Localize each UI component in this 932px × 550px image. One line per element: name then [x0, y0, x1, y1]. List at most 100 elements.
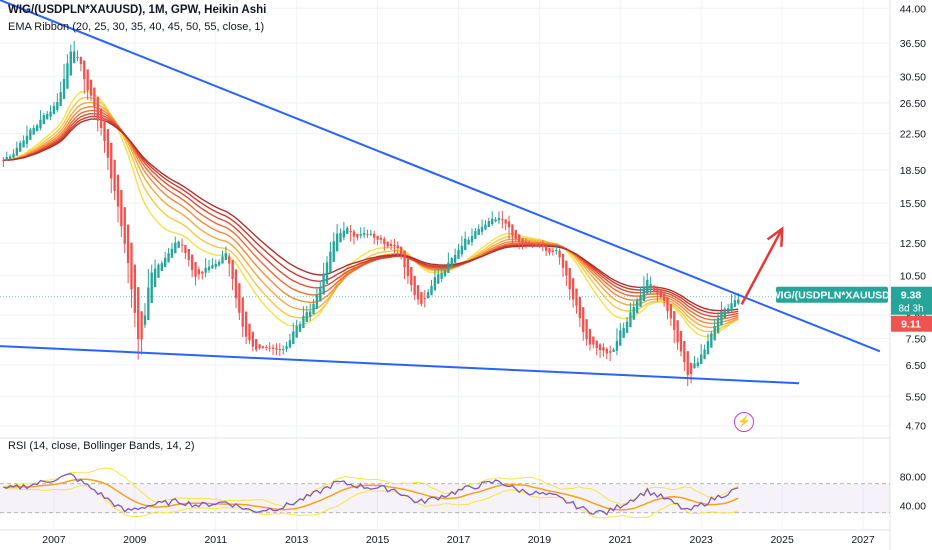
candle-body — [322, 273, 325, 295]
candle-body — [251, 331, 255, 347]
candle-body — [413, 275, 416, 295]
candle-body — [282, 349, 285, 351]
candle-body — [733, 300, 737, 308]
time-tick-label: 2021 — [609, 534, 633, 546]
candle-body — [639, 295, 642, 307]
time-axis[interactable]: 2007 2009 2011 2013 2015 2017 2019 2021 2023 2025… — [42, 534, 875, 546]
candle-body — [177, 241, 180, 248]
candle-body — [693, 363, 696, 369]
candle-body — [5, 157, 8, 161]
candle-body — [15, 147, 19, 156]
candle-body — [19, 143, 22, 152]
price-axis[interactable]: 44.00 36.50 30.50 26.50 22.50 18.50 15.50 12.50… — [900, 3, 926, 512]
candle-body — [39, 119, 42, 129]
projection-arrow-head — [766, 226, 784, 247]
candle-body — [443, 270, 447, 276]
price-tick-label: 7.50 — [906, 333, 927, 345]
symbol-badge — [776, 286, 888, 303]
candle-body — [150, 272, 153, 304]
candle-body — [288, 340, 292, 348]
time-tick-label: 2025 — [770, 534, 794, 546]
candle-body — [305, 312, 308, 322]
candle-body — [521, 238, 524, 245]
candle-body — [602, 347, 605, 351]
candle-body — [308, 311, 312, 317]
candle-body — [184, 245, 187, 253]
price-tick-label: 44.00 — [900, 3, 926, 15]
candle-body — [433, 277, 437, 291]
candle-body — [511, 224, 514, 236]
candle-body — [676, 320, 679, 343]
trendlines[interactable] — [0, 0, 881, 385]
candle-body — [629, 312, 632, 328]
candle-body — [625, 321, 629, 333]
chart-title[interactable]: WIG/(USDPLN*XAUUSD), 1M, GPW, Heikin Ash… — [8, 4, 267, 16]
price-tick-label: 10.50 — [900, 271, 926, 283]
candle-body — [595, 340, 598, 349]
candle-body — [504, 219, 507, 224]
candle-body — [170, 248, 174, 258]
candle-body — [605, 348, 608, 354]
ema-ribbon — [3, 90, 739, 338]
candles — [2, 40, 740, 387]
candle-body — [450, 258, 453, 268]
candle-body — [258, 344, 261, 349]
candle-body — [366, 233, 369, 235]
candle-body — [700, 354, 703, 365]
candle-body — [52, 105, 56, 115]
candle-body — [160, 263, 163, 272]
candle-body — [558, 250, 561, 258]
candle-body — [302, 316, 305, 328]
candle-body — [147, 287, 150, 321]
rsi-ma-line — [3, 478, 739, 511]
candle-body — [130, 242, 133, 290]
candle-body — [59, 92, 62, 106]
candle-body — [568, 268, 571, 290]
candle-body — [683, 340, 686, 363]
candle-body — [329, 251, 332, 273]
candle-body — [578, 296, 582, 319]
candle-body — [278, 348, 281, 350]
candle-body — [514, 229, 517, 239]
candle-body — [120, 189, 123, 227]
countdown-text: 8d 3h — [898, 304, 923, 315]
candle-body — [62, 79, 66, 99]
candle-body — [426, 292, 430, 299]
candle-body — [275, 348, 278, 350]
candle-body — [346, 227, 349, 235]
candle-body — [457, 249, 460, 259]
candle-body — [241, 297, 244, 327]
candle-body — [710, 333, 713, 348]
candle-body — [359, 233, 362, 236]
ema-20-line — [3, 90, 739, 338]
candle-body — [224, 253, 228, 260]
candle-body — [285, 346, 288, 350]
candle-body — [410, 267, 413, 286]
ema-55-line — [3, 118, 739, 312]
candle-body — [164, 257, 167, 268]
rsi-tick-label: 40.00 — [900, 501, 926, 513]
candle-body — [25, 135, 29, 144]
price-tick-label: 6.50 — [906, 360, 927, 372]
candle-body — [393, 244, 396, 247]
rsi-line — [3, 473, 739, 516]
price-badges: WIG/(USDPLN*XAUUSD) 9.38 8d 3h 9.11 — [771, 286, 932, 332]
candle-body — [339, 232, 342, 243]
candle-body — [615, 340, 619, 351]
candle-body — [561, 253, 565, 268]
lightning-icon[interactable]: ⚡ — [734, 412, 754, 432]
rsi-legend[interactable]: RSI (14, close, Bollinger Bands, 14, 2) — [8, 440, 195, 452]
candle-body — [453, 254, 457, 263]
candle-body — [49, 111, 52, 117]
time-tick-label: 2011 — [204, 534, 227, 546]
candle-body — [180, 244, 184, 246]
candle-body — [342, 230, 346, 238]
candle-body — [157, 264, 160, 278]
candle-body — [403, 250, 406, 268]
ema-ribbon-legend[interactable]: EMA Ribbon (20, 25, 30, 35, 40, 45, 50, … — [8, 21, 265, 33]
candle-body — [211, 265, 214, 269]
ema-value-text: 9.11 — [901, 319, 921, 331]
candle-body — [383, 238, 386, 245]
time-tick-label: 2023 — [690, 534, 714, 546]
